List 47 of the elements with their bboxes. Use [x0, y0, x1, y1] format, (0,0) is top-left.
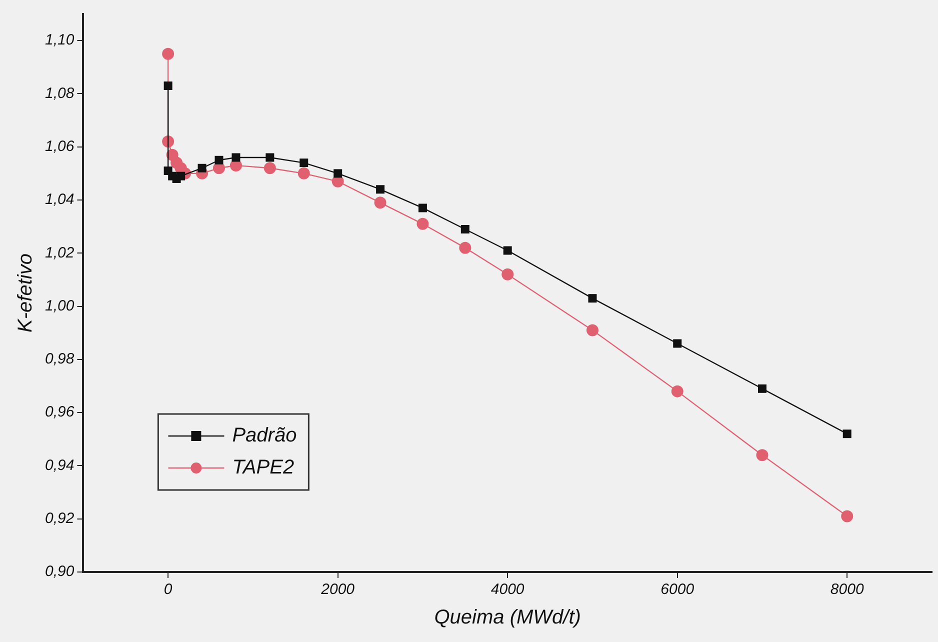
- y-tick-label: 1,06: [44, 138, 75, 156]
- y-tick-label: 0,92: [44, 510, 75, 528]
- point: [198, 164, 206, 172]
- y-axis-title: K-efetivo: [14, 254, 37, 332]
- point: [416, 218, 429, 230]
- point: [176, 172, 186, 180]
- point: [841, 510, 854, 522]
- x-tick-label: 6000: [660, 581, 695, 598]
- point: [164, 82, 172, 90]
- point: [503, 246, 512, 255]
- y-tick-label: 1,04: [44, 191, 74, 208]
- point: [842, 430, 852, 438]
- x-axis-title: Queima (MWd/t): [434, 606, 581, 629]
- point: [376, 185, 385, 194]
- point: [298, 167, 310, 180]
- x-tick-label: 0: [164, 581, 173, 598]
- x-tick-label: 4000: [490, 581, 525, 598]
- point: [264, 162, 276, 174]
- point: [334, 169, 342, 178]
- point: [671, 385, 684, 398]
- y-tick-label: 1,08: [44, 84, 75, 102]
- legend-label: TAPE2: [232, 456, 294, 479]
- legend-label: Padrão: [232, 424, 297, 447]
- y-tick-label: 1,02: [44, 244, 75, 262]
- point: [459, 242, 472, 254]
- point: [214, 156, 224, 164]
- y-tick-label: 1,10: [44, 32, 75, 49]
- point: [300, 158, 308, 168]
- point: [374, 196, 386, 209]
- y-tick-label: 0,96: [44, 404, 75, 421]
- point: [418, 204, 427, 212]
- point: [588, 294, 597, 303]
- point: [502, 268, 514, 280]
- x-tick-label: 2000: [320, 581, 356, 598]
- y-tick-label: 0,98: [44, 350, 75, 368]
- point: [756, 449, 768, 462]
- point: [232, 153, 240, 162]
- point: [673, 339, 682, 348]
- y-tick-label: 1,00: [44, 297, 75, 314]
- point: [460, 224, 470, 234]
- y-tick-label: 0,94: [44, 456, 74, 474]
- point: [162, 48, 174, 60]
- point: [758, 384, 766, 393]
- point: [266, 153, 274, 162]
- x-tick-label: 8000: [830, 581, 864, 598]
- y-tick-label: 0,90: [44, 563, 75, 580]
- point: [586, 324, 598, 336]
